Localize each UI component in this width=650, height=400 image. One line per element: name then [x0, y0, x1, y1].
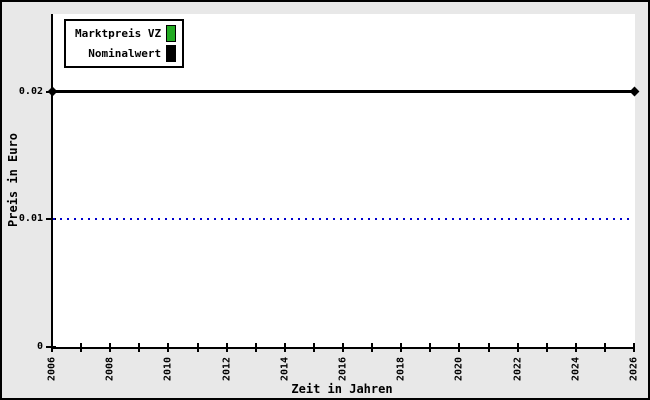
x-axis-tick	[371, 343, 374, 352]
legend-item: Marktpreis VZ	[75, 25, 177, 42]
x-axis-tick-label: 2012	[221, 356, 233, 382]
legend-item: Nominalwert	[88, 45, 177, 62]
x-axis-tick-label: 2020	[453, 356, 465, 382]
series-line-nominalwert	[52, 90, 634, 94]
x-axis-tick	[80, 343, 83, 352]
y-axis-tick	[46, 218, 56, 221]
legend-label: Marktpreis VZ	[75, 27, 162, 40]
legend-swatch	[166, 45, 177, 62]
x-axis-tick-label: 2006	[46, 356, 58, 382]
x-axis-tick	[516, 343, 519, 352]
x-axis-tick	[138, 343, 141, 352]
x-axis-tick	[545, 343, 548, 352]
x-axis-tick	[109, 343, 112, 352]
reference-gridline	[53, 218, 634, 221]
x-axis-tick-label: 2010	[162, 356, 174, 382]
x-axis-tick	[574, 343, 577, 352]
x-axis-tick	[400, 343, 403, 352]
x-axis-tick-label: 2026	[628, 356, 640, 382]
x-axis-tick	[254, 343, 257, 352]
x-axis-tick	[487, 343, 490, 352]
x-axis-tick	[196, 343, 199, 352]
x-axis-tick	[429, 343, 432, 352]
x-axis-tick	[342, 343, 344, 352]
y-axis-tick-label: 0	[36, 341, 43, 352]
x-axis-tick	[633, 343, 635, 352]
x-axis-tick	[225, 343, 228, 352]
x-axis-title: Zeit in Jahren	[291, 382, 393, 396]
x-axis-tick	[603, 343, 606, 352]
x-axis-tick-label: 2022	[512, 356, 524, 382]
legend: Marktpreis VZ Nominalwert	[64, 19, 185, 68]
y-axis-tick	[46, 346, 56, 348]
x-axis-tick-label: 2024	[570, 356, 582, 382]
x-axis-tick	[283, 343, 286, 352]
legend-label: Nominalwert	[88, 47, 162, 60]
y-axis-tick-label: 0.01	[18, 213, 43, 225]
x-axis-tick-label: 2014	[279, 356, 291, 382]
x-axis-tick-label: 2018	[395, 356, 407, 382]
y-axis-tick-label: 0.02	[18, 85, 43, 97]
x-axis-tick	[458, 343, 461, 352]
legend-swatch	[166, 25, 177, 42]
x-axis-tick	[312, 343, 315, 352]
x-axis-tick	[167, 343, 170, 352]
plot-area	[51, 14, 635, 349]
x-axis-tick-label: 2008	[104, 356, 116, 382]
x-axis-tick-label: 2016	[337, 356, 349, 382]
